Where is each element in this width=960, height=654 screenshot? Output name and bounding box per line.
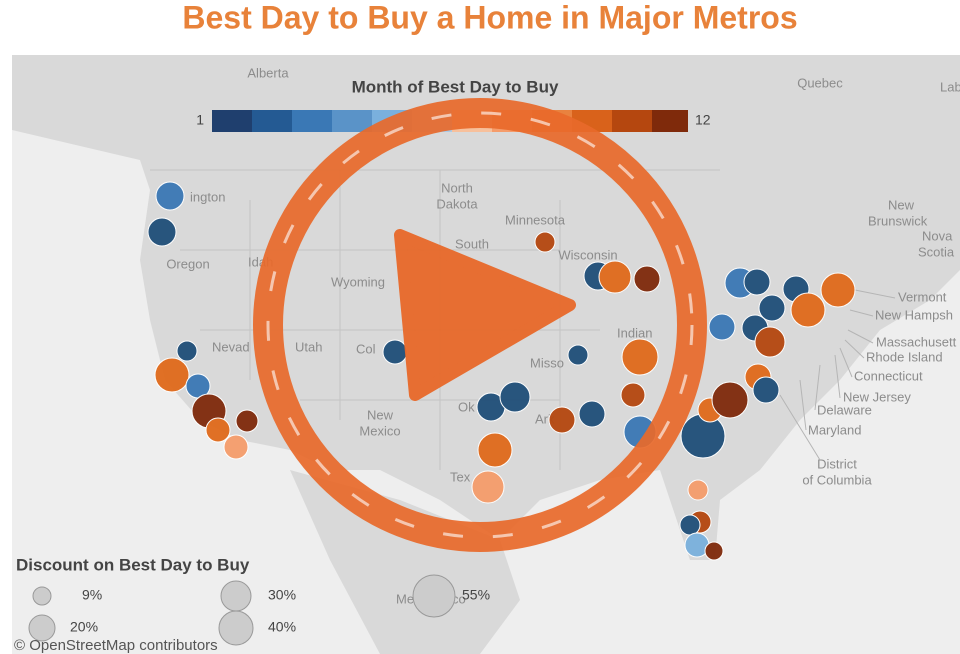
map-label: Nevad [212, 339, 250, 354]
land [290, 470, 520, 654]
map-label: Maryland [808, 422, 861, 437]
size-legend: Discount on Best Day to Buy 9% 20% 30% 4… [16, 555, 490, 646]
map-label: Misso [530, 355, 564, 370]
map-label: Alberta [247, 65, 289, 80]
bubble [155, 181, 185, 211]
map-label: Mexico [359, 423, 400, 438]
legend-min: 1 [196, 112, 204, 128]
bubble [154, 357, 190, 393]
legend-label: 40% [268, 619, 296, 635]
map-label: Wyoming [331, 274, 385, 289]
map-label: ington [190, 189, 225, 204]
legend-title: Month of Best Day to Buy [352, 77, 559, 96]
bubble [752, 376, 780, 404]
map-label: New Hampsh [875, 307, 953, 322]
map-label: Col [356, 341, 376, 356]
bubble [633, 265, 661, 293]
map-label: Delaware [817, 402, 872, 417]
bubble [708, 313, 736, 341]
map-label: Tex [450, 469, 471, 484]
map-label: Dakota [436, 196, 478, 211]
bubble [758, 294, 786, 322]
bubble [548, 406, 576, 434]
bubble [598, 260, 632, 294]
bubble [820, 272, 856, 308]
map-label: New [888, 197, 915, 212]
map-label: Lab [940, 79, 960, 94]
legend-label: 55% [462, 587, 490, 603]
map-label: Nova [922, 228, 953, 243]
bubble [621, 338, 659, 376]
bubble [743, 268, 771, 296]
bubble [567, 344, 589, 366]
legend-label: 30% [268, 587, 296, 603]
bubble [620, 382, 646, 408]
bubble [147, 217, 177, 247]
bubble [679, 514, 701, 536]
bubble [754, 326, 786, 358]
map-label: of Columbia [802, 472, 872, 487]
bubble [687, 479, 709, 501]
leader-lines [779, 289, 896, 461]
map-label: Wisconsin [558, 247, 617, 262]
map-label: New Jersey [843, 389, 911, 404]
bubble [477, 432, 513, 468]
map-label: Brunswick [868, 213, 928, 228]
bubble [471, 470, 505, 504]
map-label: Scotia [918, 244, 955, 259]
bubble [499, 381, 531, 413]
bubble [223, 434, 249, 460]
legend-max: 12 [695, 112, 711, 128]
bubble [578, 400, 606, 428]
bubble [205, 417, 231, 443]
map-label: Me [396, 591, 414, 606]
bubble [711, 381, 749, 419]
legend-label: 9% [82, 587, 102, 603]
bubble [680, 413, 726, 459]
map-label: Indian [617, 325, 652, 340]
map-label: Oregon [166, 256, 209, 271]
bubble [235, 409, 259, 433]
map-label: Massachusett [876, 334, 957, 349]
map-label: North [441, 180, 473, 195]
map-label: Minnesota [505, 212, 566, 227]
legend-title: Discount on Best Day to Buy [16, 555, 250, 574]
map-label: Ok [458, 399, 475, 414]
bubble [704, 541, 724, 561]
map-labels: Alberta Quebec Lab ington Oregon Idah Ne… [166, 65, 960, 606]
play-overlay[interactable] [253, 98, 707, 552]
bubble [176, 340, 198, 362]
title: Best Day to Buy a Home in Major Metros [182, 0, 797, 35]
bubble [534, 231, 556, 253]
map-label: Connecticut [854, 368, 923, 383]
map-label: Rhode Island [866, 349, 943, 364]
attribution: © OpenStreetMap contributors [14, 637, 218, 654]
map-label: Quebec [797, 75, 843, 90]
map-label: Utah [295, 339, 322, 354]
bubble [382, 339, 408, 365]
map-label: South [455, 236, 489, 251]
map-label: Vermont [898, 289, 947, 304]
map-label: District [817, 456, 857, 471]
bubble [790, 292, 826, 328]
legend-label: 20% [70, 619, 98, 635]
metro-bubbles [147, 181, 856, 561]
map-label: New [367, 407, 394, 422]
